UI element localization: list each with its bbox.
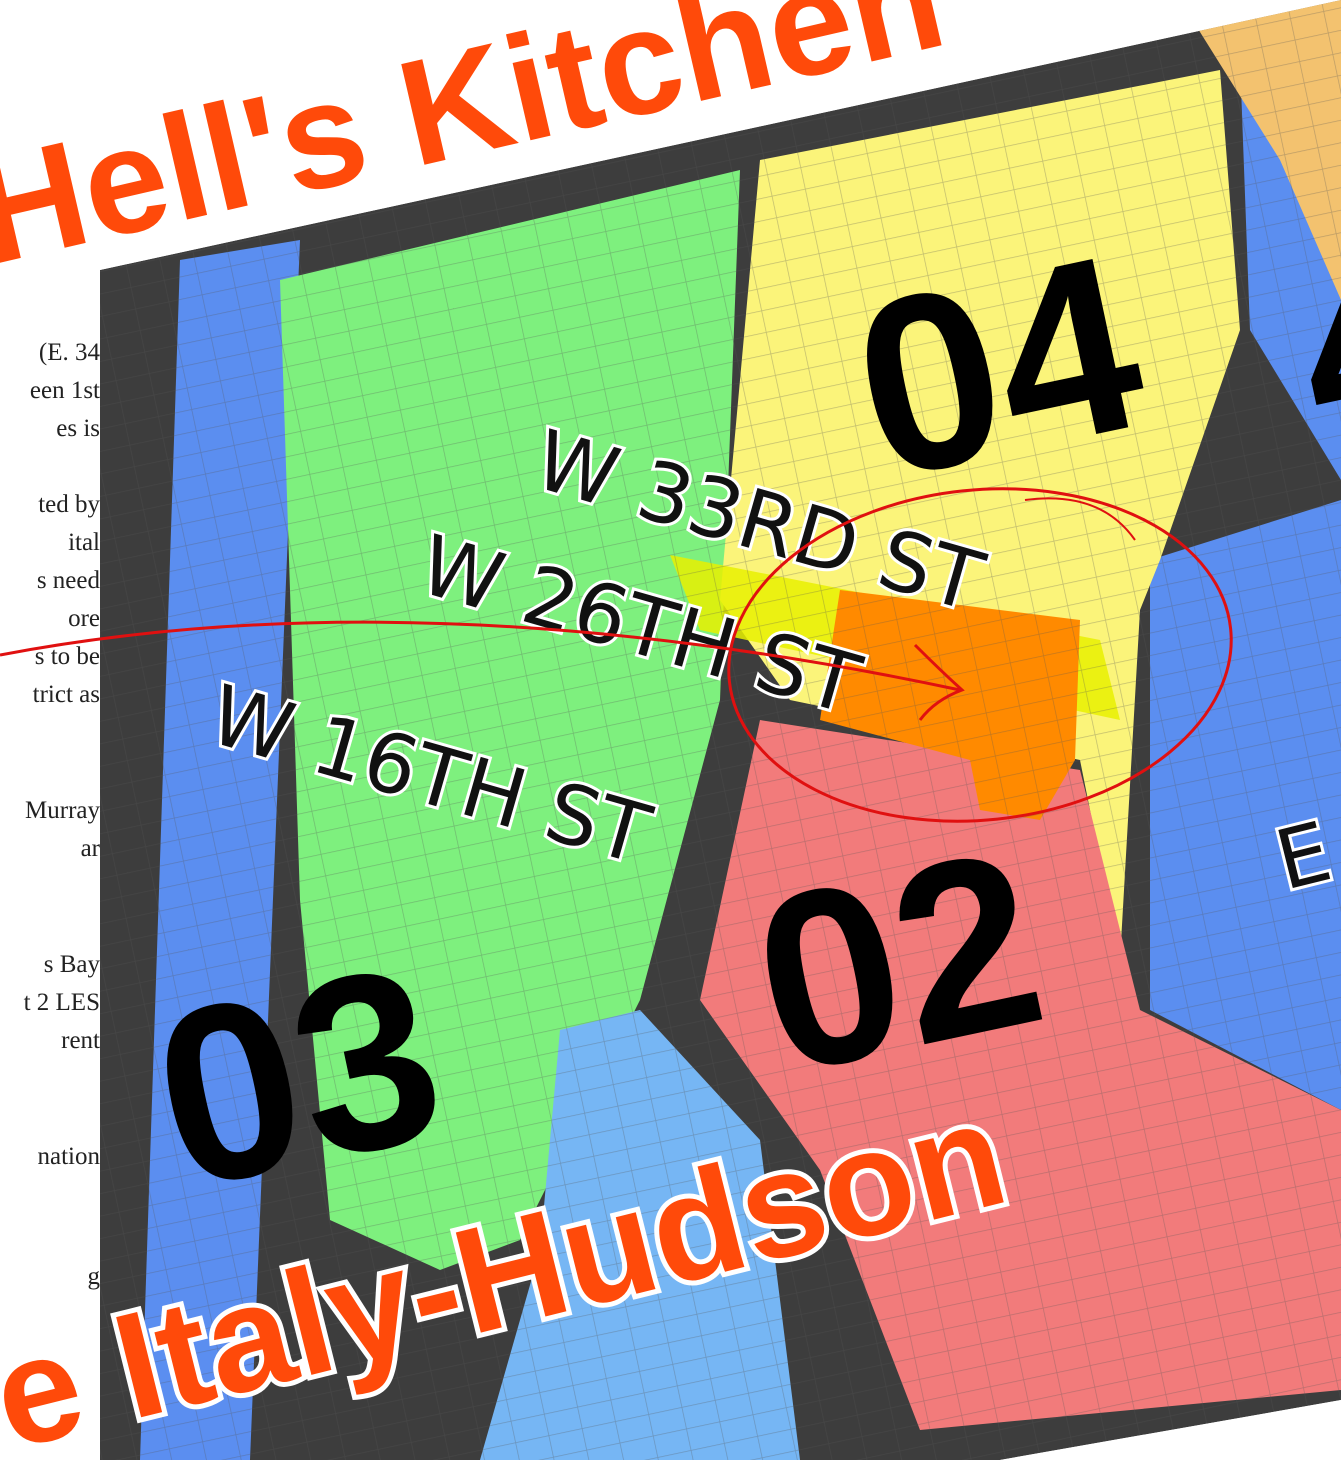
document-line: ted by — [38, 491, 100, 518]
document-line: ar — [81, 835, 101, 862]
document-line: Murray — [25, 797, 100, 824]
body: (E. 34een 1stes isted byitals needores t… — [0, 0, 1341, 1460]
district-label: 04 — [833, 201, 1163, 532]
document-line: s Bay — [44, 951, 101, 978]
document-line: t 2 LES — [24, 989, 100, 1016]
document-line: ital — [68, 529, 100, 556]
document-line: g — [88, 1263, 101, 1290]
page: Map screenshot {"document": {"lines": ["… — [0, 0, 1341, 1460]
document-line: nation — [38, 1143, 101, 1170]
district-label: 02 — [733, 796, 1063, 1127]
document-line: rent — [61, 1027, 100, 1054]
document-line: s need — [37, 567, 101, 594]
document-line: es is — [56, 415, 100, 442]
document-line: (E. 34 — [39, 339, 101, 366]
document-line: trict as — [33, 681, 100, 708]
district-label: 03 — [133, 911, 463, 1242]
document-line: een 1st — [30, 377, 100, 404]
document-line: ore — [68, 605, 100, 632]
screenshot: (E. 34een 1stes isted byitals needores t… — [0, 0, 1341, 1460]
